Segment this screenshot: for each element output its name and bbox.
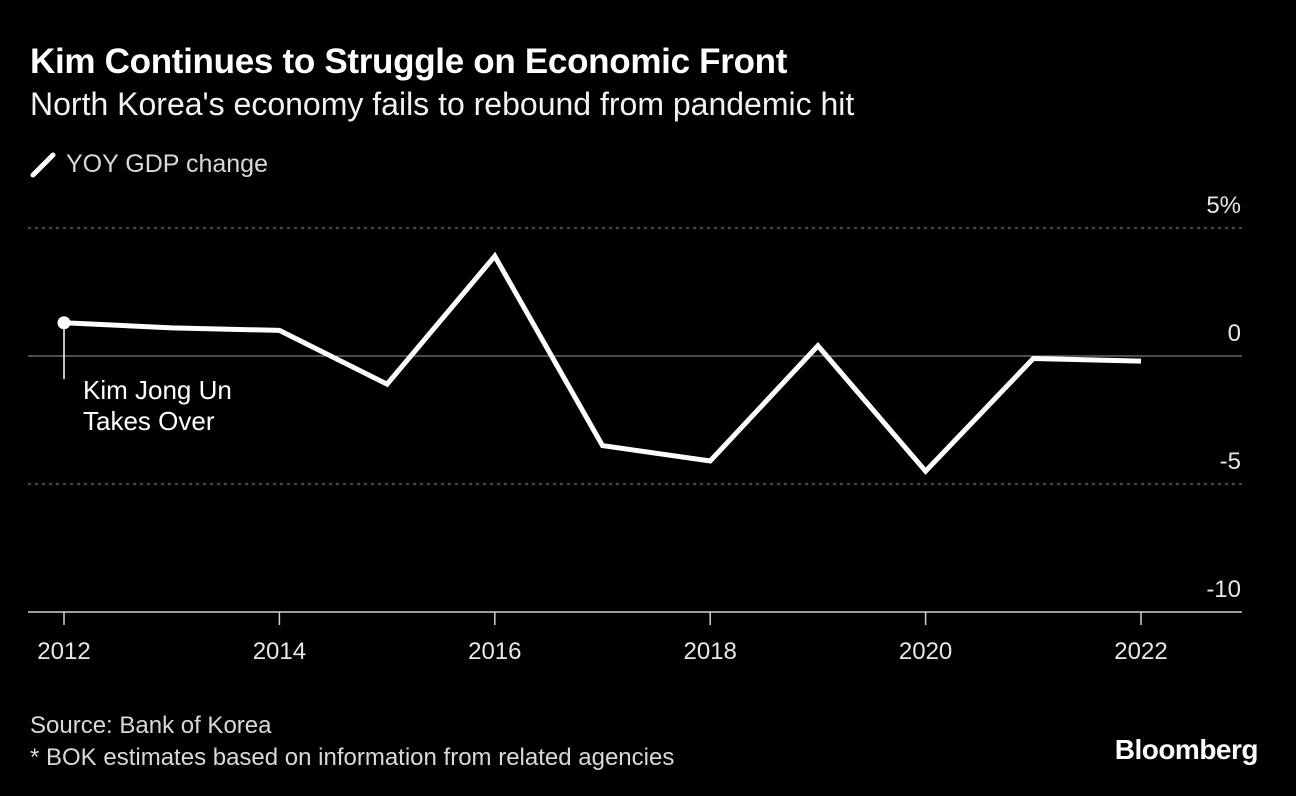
y-tick-label: -10	[1206, 576, 1241, 603]
start-marker	[57, 316, 71, 330]
x-tick-label: 2016	[468, 638, 521, 665]
footer: Source: Bank of Korea * BOK estimates ba…	[30, 710, 674, 774]
line-swatch-icon	[30, 152, 56, 177]
chart-subtitle: North Korea's economy fails to rebound f…	[30, 86, 855, 122]
source-note: Source: Bank of Korea	[30, 712, 272, 739]
estimate-note: * BOK estimates based on information fro…	[30, 744, 675, 771]
y-tick-label: 0	[1228, 320, 1241, 347]
x-tick-label: 2014	[253, 638, 306, 665]
x-tick-label: 2020	[899, 638, 952, 665]
annotation-label: Kim Jong Un	[83, 375, 232, 405]
y-tick-label: 5%	[1206, 192, 1241, 219]
brand-logo: Bloomberg	[1114, 734, 1259, 765]
y-tick-label: -5	[1220, 448, 1241, 475]
legend: YOY GDP change	[30, 150, 268, 179]
chart-title: Kim Continues to Struggle on Economic Fr…	[30, 42, 788, 81]
x-tick-label: 2022	[1114, 638, 1167, 665]
x-tick-label: 2012	[37, 638, 90, 665]
series-line-0	[63, 251, 1142, 475]
legend-label: YOY GDP change	[66, 150, 268, 178]
x-tick-label: 2018	[684, 638, 737, 665]
annotation-label: Takes Over	[83, 406, 215, 436]
